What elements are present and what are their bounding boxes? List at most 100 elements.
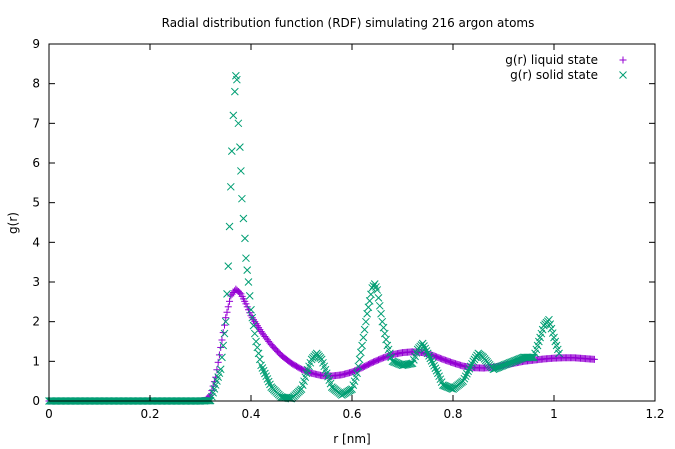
data-point <box>379 323 388 332</box>
data-point <box>222 314 230 322</box>
data-point <box>226 297 234 305</box>
data-point <box>364 303 373 312</box>
data-point <box>247 305 255 314</box>
data-point <box>363 309 372 318</box>
legend-marker <box>619 71 627 79</box>
data-point <box>471 353 480 362</box>
axis-ticks: 0 0.2 0.4 0.6 0.8 1 1.2 0 1 2 3 4 5 6 7 8 9 <box>32 37 664 421</box>
data-point <box>219 341 228 350</box>
data-point <box>463 369 471 378</box>
data-point <box>377 309 385 318</box>
x-tick-label: 0.2 <box>140 407 159 421</box>
data-point <box>473 351 481 360</box>
y-tick-label: 6 <box>32 156 40 170</box>
series-liquid <box>45 285 598 405</box>
data-point <box>254 349 263 358</box>
data-point <box>214 358 222 366</box>
data-point <box>468 359 476 368</box>
y-tick-label: 0 <box>32 394 40 408</box>
data-point <box>382 335 390 344</box>
data-point <box>431 364 440 373</box>
x-tick-label: 0.6 <box>342 407 361 421</box>
data-point <box>227 147 236 155</box>
data-point <box>245 292 254 300</box>
x-tick-label: 0.4 <box>241 407 260 421</box>
data-point <box>590 355 598 363</box>
data-point <box>209 382 217 390</box>
data-point <box>526 353 534 362</box>
data-point <box>367 290 375 299</box>
data-point <box>421 344 430 353</box>
chart-title: Radial distribution function (RDF) simul… <box>162 16 535 30</box>
data-point <box>465 364 474 373</box>
data-point <box>241 234 249 243</box>
data-point <box>355 355 364 364</box>
data-point <box>353 369 361 378</box>
data-point <box>426 354 435 363</box>
data-point <box>428 359 437 368</box>
data-point <box>378 317 387 326</box>
legend: g(r) liquid state g(r) solid state <box>505 53 627 82</box>
y-tick-label: 3 <box>32 275 40 289</box>
x-tick-label: 1.2 <box>645 407 664 421</box>
data-point <box>374 294 383 302</box>
data-point <box>234 119 243 128</box>
data-point <box>239 214 248 223</box>
data-point <box>243 266 252 274</box>
data-point <box>224 303 232 311</box>
data-point <box>233 75 241 84</box>
x-axis-label: r [nm] <box>333 432 370 446</box>
data-point <box>230 87 239 96</box>
legend-label-liquid: g(r) liquid state <box>505 53 598 67</box>
series-solid <box>45 71 563 405</box>
data-point <box>242 300 250 308</box>
data-point <box>555 349 563 358</box>
data-point <box>255 355 264 364</box>
data-point <box>242 254 250 263</box>
data-point <box>359 333 368 342</box>
data-point <box>249 321 258 330</box>
data-point <box>459 377 467 386</box>
data-point <box>253 343 262 352</box>
data-point <box>243 303 251 311</box>
data-point <box>208 387 216 395</box>
data-point <box>220 329 229 338</box>
y-tick-label: 7 <box>32 116 40 130</box>
plot-area <box>45 71 598 405</box>
data-point <box>244 278 253 286</box>
data-point <box>223 308 231 316</box>
data-point <box>407 359 416 368</box>
data-point <box>238 194 246 203</box>
data-point <box>225 222 234 231</box>
legend-label-solid: g(r) solid state <box>510 68 598 82</box>
data-point <box>248 313 257 322</box>
data-point <box>432 366 441 375</box>
data-point <box>430 361 438 370</box>
x-tick-label: 0.8 <box>443 407 462 421</box>
data-point <box>354 362 363 371</box>
data-point <box>365 296 374 305</box>
data-point <box>362 317 370 326</box>
data-point <box>547 324 556 333</box>
data-point <box>546 320 555 328</box>
data-point <box>418 339 427 348</box>
data-point <box>466 362 475 371</box>
data-point <box>237 167 245 175</box>
data-point <box>221 317 230 326</box>
data-point <box>469 357 478 366</box>
y-axis-label: g(r) <box>6 212 20 234</box>
y-tick-label: 1 <box>32 354 40 368</box>
y-tick-label: 9 <box>32 37 40 51</box>
y-tick-label: 4 <box>32 235 40 249</box>
data-point <box>548 329 557 337</box>
data-point <box>218 353 226 362</box>
data-point <box>545 315 553 324</box>
legend-marker-solid <box>619 71 627 79</box>
data-point <box>250 329 259 338</box>
data-point <box>218 336 226 344</box>
data-point <box>464 367 473 376</box>
data-point <box>236 143 244 151</box>
y-tick-label: 2 <box>32 315 40 329</box>
data-point <box>373 286 382 294</box>
